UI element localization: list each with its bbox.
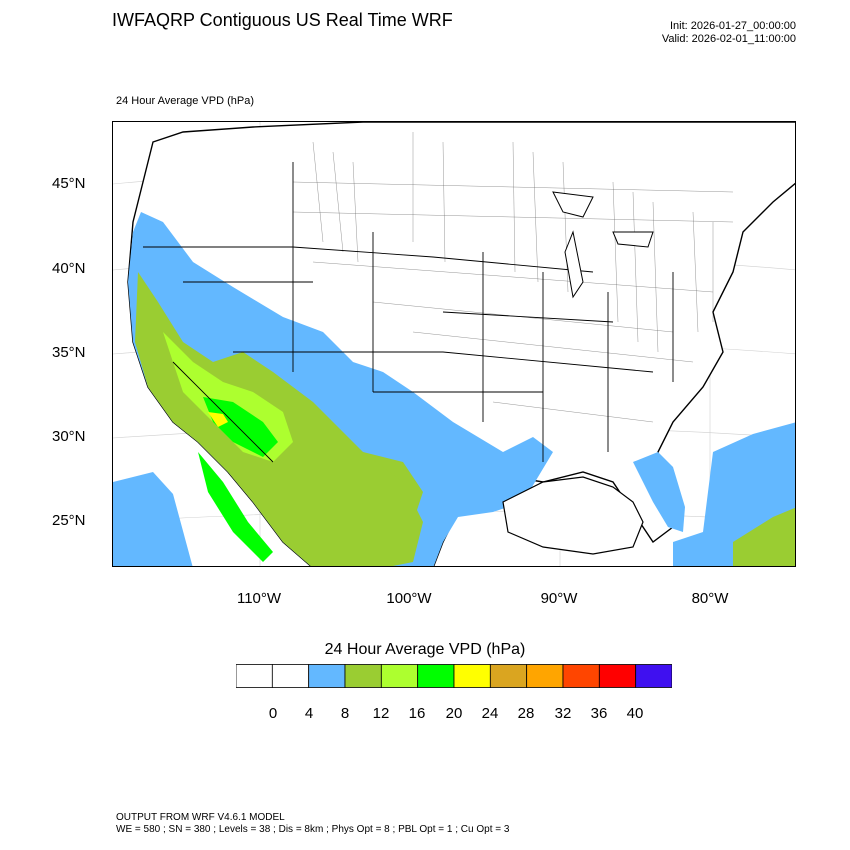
field-label: 24 Hour Average VPD (hPa) bbox=[116, 95, 254, 107]
colorbar-swatch bbox=[526, 664, 564, 688]
lon-label-110w: 110°W bbox=[236, 590, 282, 607]
colorbar-label: 20 bbox=[445, 705, 463, 722]
baja-vpd-20 bbox=[198, 452, 273, 562]
colorbar-swatch bbox=[344, 664, 382, 688]
colorbar-label: 4 bbox=[304, 705, 314, 722]
colorbar-swatch bbox=[489, 664, 528, 688]
colorbar-label: 40 bbox=[626, 705, 644, 722]
colorbar-label: 32 bbox=[554, 705, 572, 722]
model-footer-line2: WE = 580 ; SN = 380 ; Levels = 38 ; Dis … bbox=[116, 824, 510, 835]
map-panel bbox=[112, 121, 796, 567]
southwest-vpd-24 bbox=[208, 412, 228, 427]
lon-label-90w: 90°W bbox=[540, 590, 578, 607]
caribbean-vpd-band bbox=[733, 507, 795, 566]
lat-label-30: 30°N bbox=[52, 428, 86, 445]
lat-label-25: 25°N bbox=[52, 512, 86, 529]
valid-time: Valid: 2026-02-01_11:00:00 bbox=[661, 33, 796, 45]
colorbar-swatch bbox=[417, 664, 455, 688]
colorbar-label: 12 bbox=[372, 705, 390, 722]
colorbar-label: 0 bbox=[268, 705, 278, 722]
colorbar-label: 28 bbox=[517, 705, 535, 722]
colorbar-swatch bbox=[598, 664, 637, 688]
colorbar-label: 16 bbox=[408, 705, 426, 722]
colorbar-swatch bbox=[308, 664, 346, 688]
great-lakes bbox=[552, 191, 654, 299]
colorbar-label: 8 bbox=[340, 705, 350, 722]
colorbar-title: 24 Hour Average VPD (hPa) bbox=[324, 641, 526, 658]
lon-label-80w: 80°W bbox=[691, 590, 729, 607]
lat-label-40: 40°N bbox=[52, 260, 86, 277]
colorbar-swatch bbox=[380, 664, 419, 688]
county-boundaries bbox=[292, 132, 734, 423]
colorbar-swatch bbox=[236, 664, 273, 688]
colorbar-swatch bbox=[635, 664, 672, 688]
map-svg bbox=[113, 122, 795, 566]
florida-vpd-8 bbox=[633, 452, 685, 532]
model-footer-line1: OUTPUT FROM WRF V4.6.1 MODEL bbox=[116, 812, 285, 823]
lon-label-100w: 100°W bbox=[386, 590, 432, 607]
colorbar-swatch bbox=[453, 664, 491, 688]
texas-vpd-12 bbox=[333, 442, 423, 566]
colorbar-label: 36 bbox=[590, 705, 608, 722]
map-title: IWFAQRP Contiguous US Real Time WRF bbox=[112, 10, 453, 30]
colorbar-swatch bbox=[562, 664, 600, 688]
colorbar bbox=[236, 664, 672, 688]
lat-label-35: 35°N bbox=[52, 344, 86, 361]
colorbar-swatch bbox=[271, 664, 310, 688]
state-boundaries bbox=[143, 162, 674, 463]
southwest-vpd-20 bbox=[203, 397, 278, 457]
pacific-vpd-band bbox=[113, 472, 193, 566]
colorbar-label: 24 bbox=[481, 705, 499, 722]
init-time: Init: 2026-01-27_00:00:00 bbox=[670, 20, 796, 32]
lat-label-45: 45°N bbox=[52, 175, 86, 192]
gulf-of-mexico bbox=[502, 476, 644, 555]
